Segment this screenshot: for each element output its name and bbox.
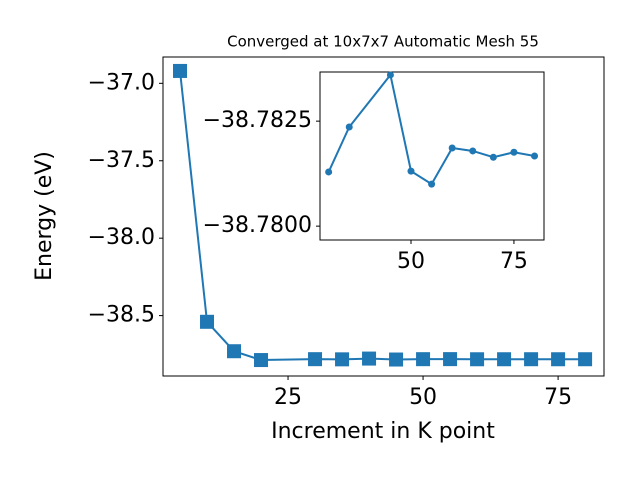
y-tick-label: −38.7800 xyxy=(203,213,312,238)
data-line xyxy=(327,72,535,186)
x-tick-label: 50 xyxy=(397,249,425,274)
chart-title: Converged at 10x7x7 Automatic Mesh 55 xyxy=(227,33,539,51)
data-point xyxy=(308,352,323,367)
data-point xyxy=(345,123,353,131)
data-point xyxy=(443,352,458,367)
data-point xyxy=(227,344,242,359)
x-tick-label: 75 xyxy=(544,385,572,410)
data-point xyxy=(428,180,436,188)
data-point xyxy=(335,352,350,367)
x-axis-label: Increment in K point xyxy=(271,419,495,444)
data-point xyxy=(524,352,539,367)
data-point xyxy=(173,63,188,78)
y-tick-label: −38.7825 xyxy=(203,108,312,133)
x-tick-label: 50 xyxy=(409,385,437,410)
y-tick-label: −38.0 xyxy=(88,225,155,250)
data-point xyxy=(469,147,477,155)
data-point xyxy=(386,71,394,79)
y-tick-label: −37.5 xyxy=(88,148,155,173)
y-tick-label: −38.5 xyxy=(88,303,155,328)
data-point xyxy=(470,352,485,367)
data-point xyxy=(489,153,497,161)
data-point xyxy=(389,352,404,367)
data-point xyxy=(325,168,333,176)
data-point xyxy=(416,352,431,367)
x-tick-label: 25 xyxy=(274,385,302,410)
data-point xyxy=(531,152,539,160)
data-point xyxy=(448,144,456,152)
data-point xyxy=(407,167,415,175)
data-point xyxy=(362,351,377,366)
x-tick-label: 75 xyxy=(500,249,528,274)
data-point xyxy=(200,314,215,329)
y-tick-label: −37.0 xyxy=(88,70,155,95)
data-point xyxy=(497,352,512,367)
data-point xyxy=(551,352,566,367)
y-axis-label: Energy (eV) xyxy=(32,151,57,281)
data-point xyxy=(578,352,593,367)
data-point xyxy=(254,353,269,368)
plot-frame xyxy=(319,71,545,241)
data-point xyxy=(510,148,518,156)
